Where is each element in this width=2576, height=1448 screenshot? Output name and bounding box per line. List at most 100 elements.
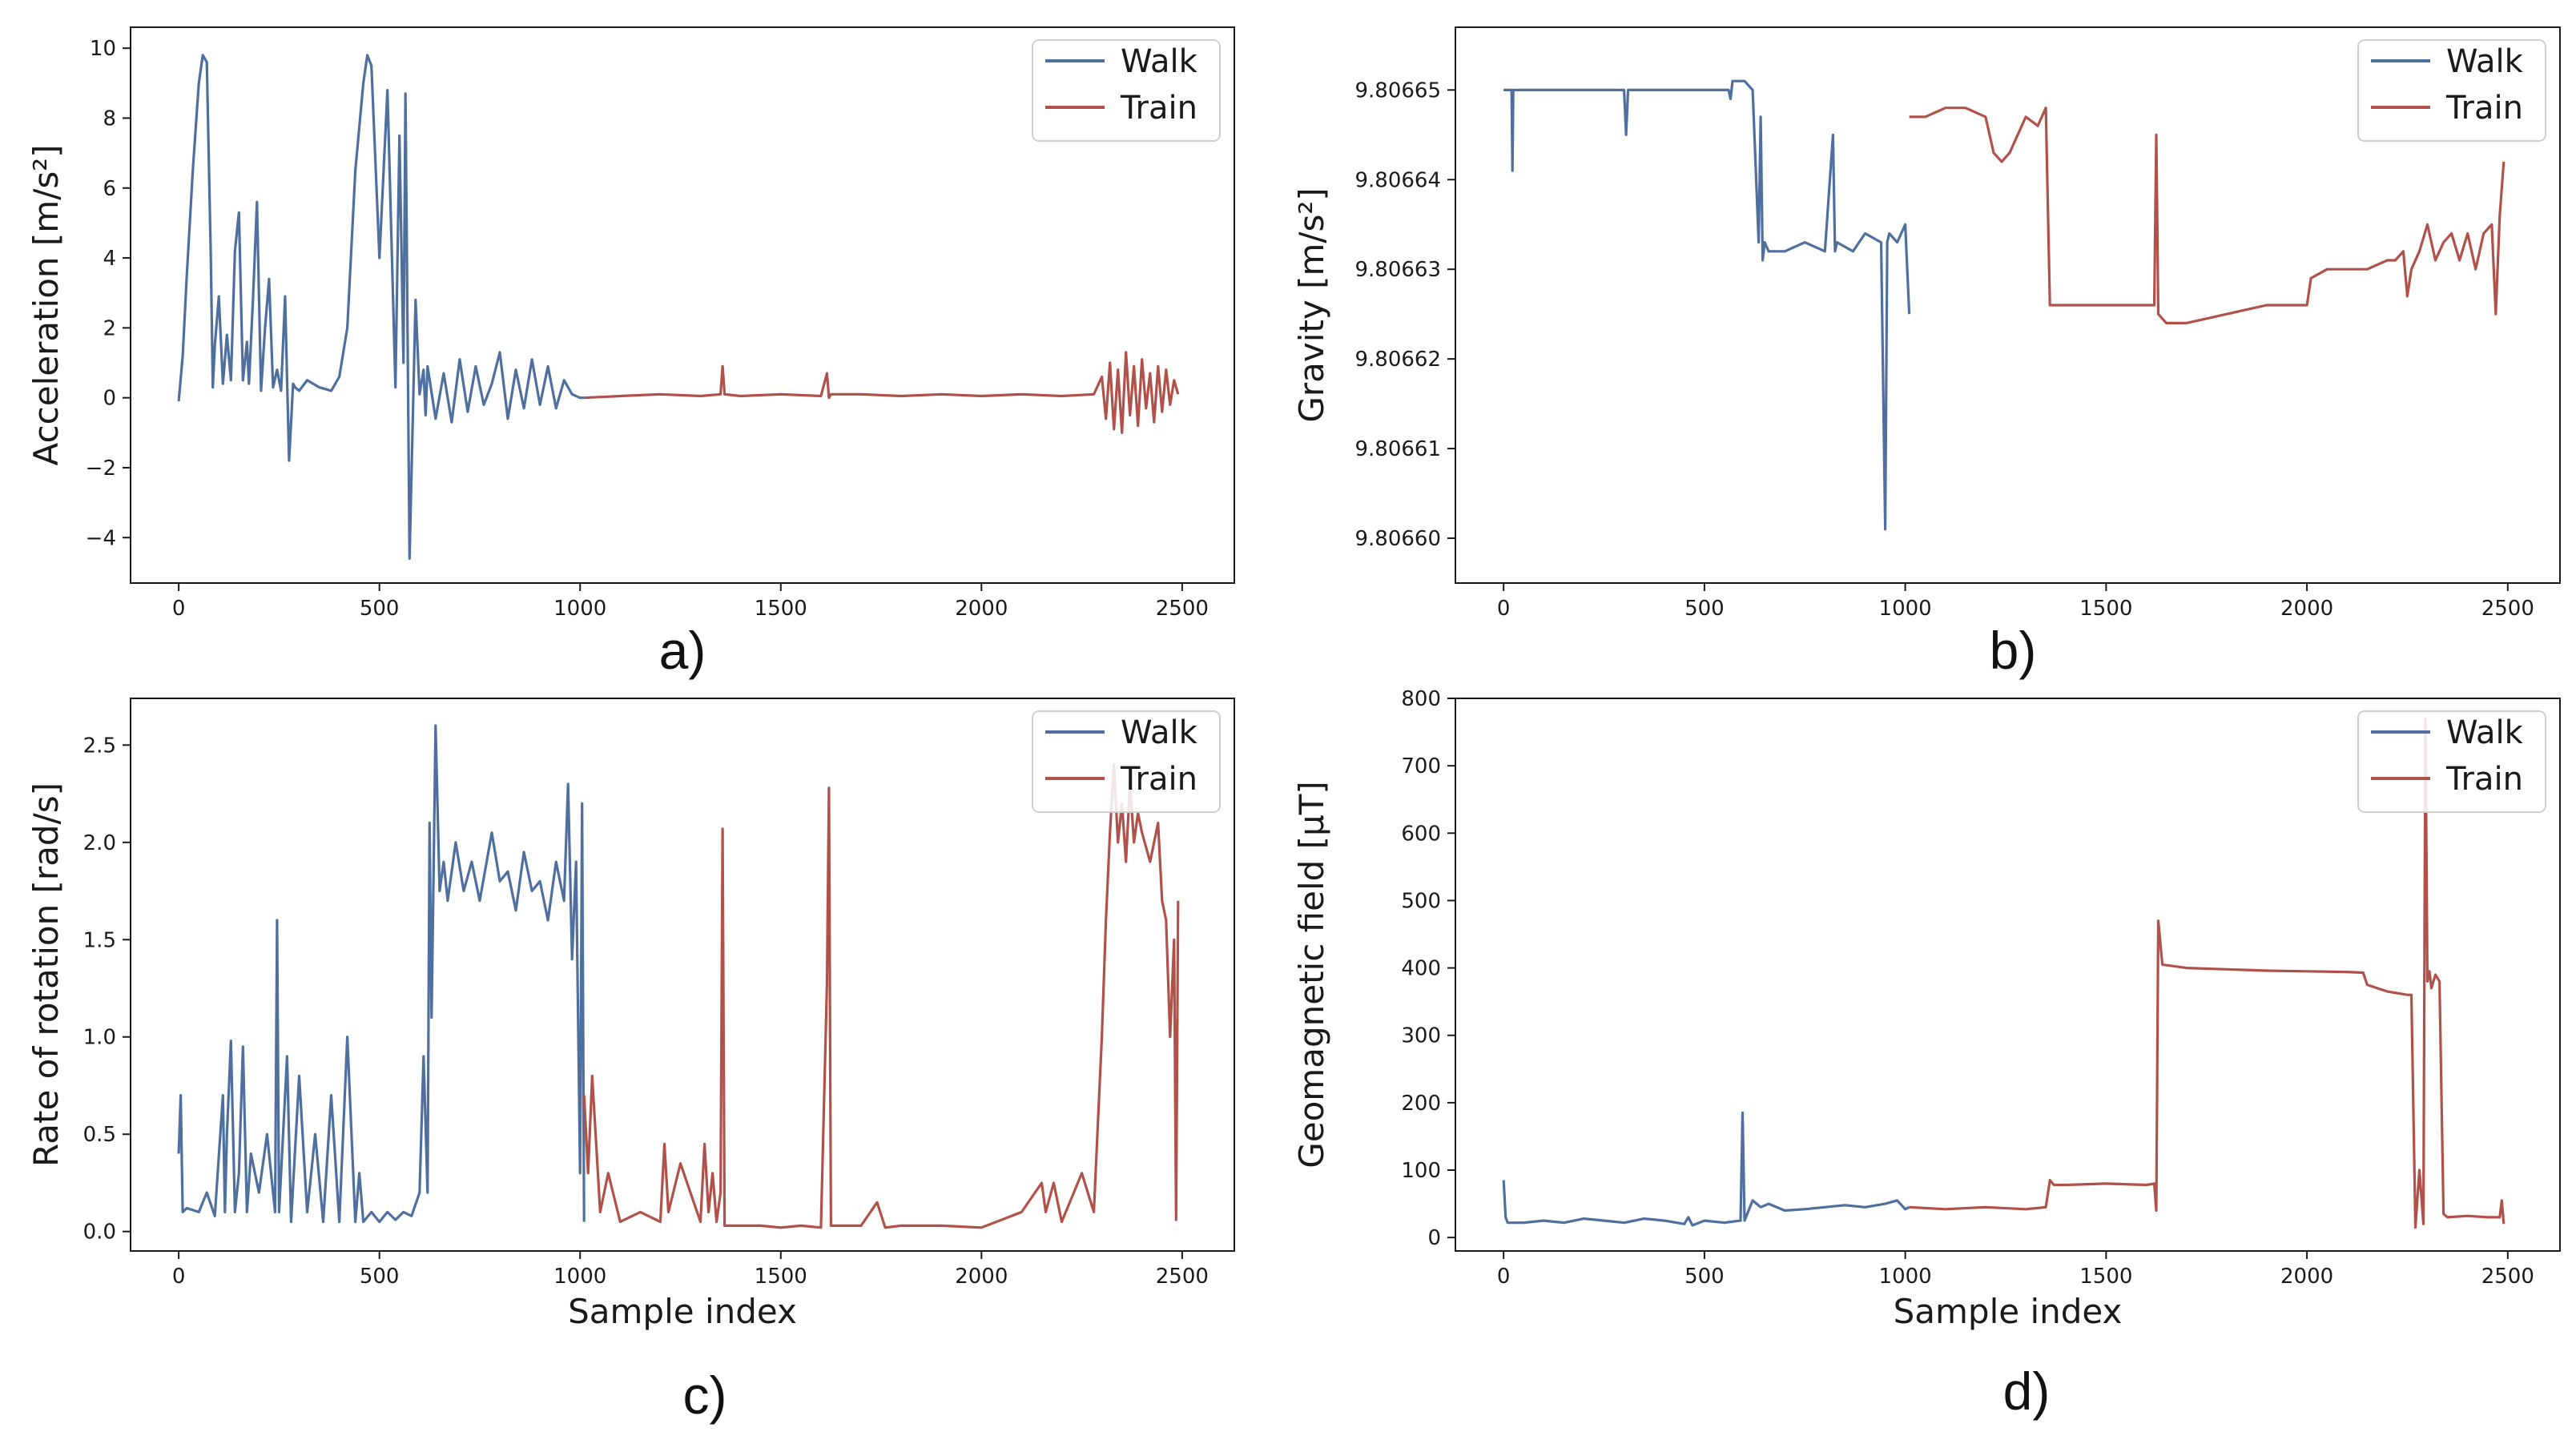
- x-tick-label: 1500: [755, 1265, 807, 1289]
- axes-frame: [1455, 26, 2561, 584]
- legend: Walk Train: [1032, 39, 1221, 142]
- legend: Walk Train: [2357, 39, 2546, 142]
- legend-box: [2357, 39, 2546, 142]
- x-tick-label: 2000: [2280, 1265, 2333, 1289]
- y-tick-label: 9.80665: [1354, 78, 1441, 103]
- x-tick-label: 500: [1684, 597, 1725, 621]
- y-tick-label: 4: [103, 247, 116, 271]
- x-tick-label: 0: [1497, 1265, 1511, 1289]
- legend-label-walk: Walk: [1121, 43, 1198, 80]
- y-tick-label: 2.5: [83, 734, 116, 758]
- y-tick-label: 9.80662: [1354, 348, 1441, 372]
- y-tick-label: 9.80663: [1354, 258, 1441, 282]
- y-tick-label: 700: [1401, 754, 1441, 778]
- legend-label-walk: Walk: [1121, 714, 1198, 751]
- y-tick-label: 600: [1401, 822, 1441, 846]
- x-tick-label: 2500: [2481, 1265, 2534, 1289]
- y-tick-label: 8: [103, 107, 116, 131]
- legend-box: [2357, 710, 2546, 813]
- y-tick-label: −4: [86, 526, 116, 550]
- panel-label: a): [659, 621, 706, 680]
- x-tick-label: 1000: [553, 1265, 606, 1289]
- legend-box: [1032, 710, 1221, 813]
- y-tick-label: 500: [1401, 889, 1441, 913]
- y-axis-label: Geomagnetic field [μT]: [1292, 781, 1331, 1168]
- x-tick-label: 2500: [1156, 597, 1209, 621]
- x-tick-label: 1000: [1879, 1265, 1932, 1289]
- y-tick-label: 400: [1401, 957, 1441, 981]
- x-tick-label: 1500: [2079, 597, 2132, 621]
- x-tick-label: 0: [172, 597, 186, 621]
- y-tick-label: 0: [1427, 1226, 1441, 1250]
- y-tick-label: 100: [1401, 1159, 1441, 1183]
- y-tick-label: 0.5: [83, 1123, 116, 1147]
- panel-label: c): [683, 1366, 727, 1425]
- y-tick-label: 0.0: [83, 1221, 116, 1245]
- y-axis-label: Gravity [m/s²]: [1292, 187, 1331, 422]
- y-tick-label: 1.0: [83, 1026, 116, 1050]
- panel-d: 0 500 1000 1500 2000 2500 0 100 200 300 400 500 600 7…: [1292, 687, 2561, 1421]
- series-group: [177, 724, 1180, 1229]
- x-tick-label: 2000: [955, 1265, 1008, 1289]
- panel-c: 0 500 1000 1500 2000 2500 0.0 0.5 1.0 1.5 2.0 2.5 Ra…: [26, 698, 1235, 1425]
- legend: Walk Train: [2357, 710, 2546, 813]
- y-tick-label: 200: [1401, 1092, 1441, 1116]
- x-axis-label: Sample index: [568, 1292, 797, 1331]
- y-tick-label: 9.80664: [1354, 168, 1441, 192]
- x-tick-label: 1000: [553, 597, 606, 621]
- x-tick-label: 1500: [755, 597, 807, 621]
- x-axis-label: Sample index: [1894, 1292, 2123, 1331]
- panel-a: 0 500 1000 1500 2000 2500 −4 −2 0 2 4 6 8 10 Accelerat…: [26, 26, 1235, 680]
- y-tick-label: 0: [103, 387, 116, 411]
- x-tick-label: 500: [1684, 1265, 1725, 1289]
- x-tick-label: 1000: [1879, 597, 1932, 621]
- y-tick-label: 6: [103, 177, 116, 201]
- axes-frame: [130, 698, 1235, 1252]
- y-tick-label: 10: [90, 37, 116, 61]
- series-line-walk: [1503, 79, 1911, 531]
- y-tick-label: 2: [103, 316, 116, 340]
- series-line-train: [1909, 107, 2506, 324]
- legend-label-train: Train: [2445, 761, 2523, 798]
- series-line-train: [582, 763, 1180, 1229]
- x-tick-label: 2500: [1156, 1265, 1209, 1289]
- x-tick-label: 0: [172, 1265, 186, 1289]
- x-tick-label: 0: [1497, 597, 1511, 621]
- y-tick-label: 9.80660: [1354, 527, 1441, 551]
- legend-label-walk: Walk: [2446, 43, 2524, 80]
- axes-frame: [1455, 698, 2561, 1252]
- panel-b: 0 500 1000 1500 2000 2500 9.80660 9.80661 9.8066…: [1292, 26, 2561, 680]
- series-line-walk: [177, 724, 586, 1224]
- series-line-train: [584, 351, 1180, 434]
- legend: Walk Train: [1032, 710, 1221, 813]
- series-group: [1502, 717, 2506, 1229]
- series-line-train: [1909, 717, 2506, 1229]
- y-tick-label: 800: [1401, 687, 1441, 711]
- panel-label: b): [1990, 621, 2037, 680]
- legend-label-walk: Walk: [2446, 714, 2524, 751]
- y-axis-label: Acceleration [m/s²]: [26, 145, 66, 466]
- series-line-walk: [177, 54, 585, 560]
- legend-box: [1032, 39, 1221, 142]
- x-tick-label: 2000: [955, 597, 1008, 621]
- axes-frame: [130, 26, 1235, 584]
- y-tick-label: 9.80661: [1354, 437, 1441, 461]
- x-tick-label: 2500: [2481, 597, 2534, 621]
- x-tick-label: 500: [360, 1265, 400, 1289]
- legend-label-train: Train: [2445, 90, 2523, 127]
- y-tick-label: 2.0: [83, 831, 116, 855]
- panel-label: d): [2003, 1362, 2051, 1421]
- y-axis-label: Rate of rotation [rad/s]: [26, 782, 66, 1167]
- y-tick-label: −2: [86, 457, 116, 481]
- legend-label-train: Train: [1120, 90, 1197, 127]
- x-tick-label: 2000: [2280, 597, 2333, 621]
- x-tick-label: 1500: [2079, 1265, 2132, 1289]
- series-group: [1503, 79, 2506, 531]
- y-tick-label: 300: [1401, 1024, 1441, 1048]
- y-tick-label: 1.5: [83, 928, 116, 952]
- series-group: [177, 54, 1180, 560]
- series-line-walk: [1502, 1111, 1910, 1227]
- x-tick-label: 500: [360, 597, 400, 621]
- legend-label-train: Train: [1120, 761, 1197, 798]
